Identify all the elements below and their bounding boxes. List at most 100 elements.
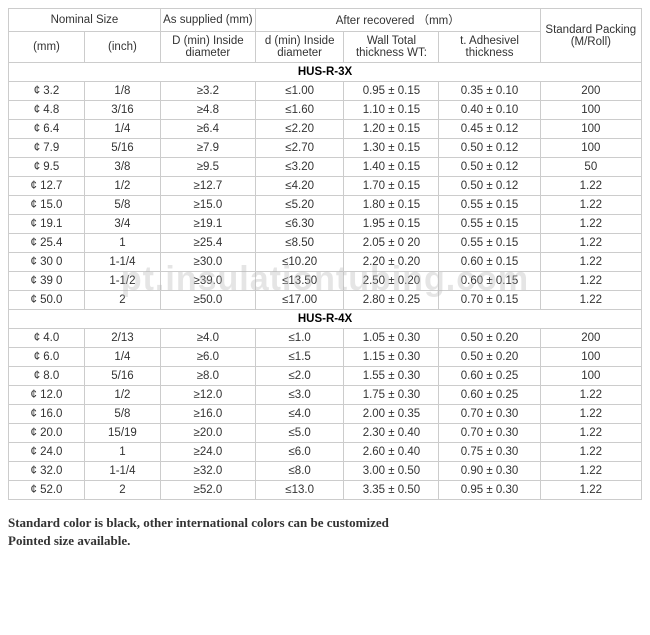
- cell-WT: 1.70 ± 0.15: [344, 177, 439, 196]
- cell-WT: 2.05 ± 0 20: [344, 234, 439, 253]
- cell-inch: 2/13: [84, 329, 160, 348]
- cell-tA: 0.60 ± 0.25: [439, 367, 540, 386]
- cell-d: ≤2.20: [255, 120, 344, 139]
- cell-mm: ¢ 39 0: [9, 272, 85, 291]
- cell-D: ≥12.0: [160, 386, 255, 405]
- cell-mm: ¢ 12.7: [9, 177, 85, 196]
- cell-WT: 3.35 ± 0.50: [344, 481, 439, 500]
- cell-P: 200: [540, 82, 641, 101]
- h-supplied: As supplied (mm): [160, 9, 255, 32]
- cell-tA: 0.70 ± 0.30: [439, 424, 540, 443]
- cell-WT: 1.75 ± 0.30: [344, 386, 439, 405]
- cell-tA: 0.40 ± 0.10: [439, 101, 540, 120]
- cell-D: ≥8.0: [160, 367, 255, 386]
- cell-tA: 0.75 ± 0.30: [439, 443, 540, 462]
- cell-tA: 0.55 ± 0.15: [439, 196, 540, 215]
- cell-inch: 5/8: [84, 405, 160, 424]
- cell-d: ≤8.0: [255, 462, 344, 481]
- cell-P: 100: [540, 139, 641, 158]
- cell-d: ≤8.50: [255, 234, 344, 253]
- table-row: ¢ 4.02/13≥4.0≤1.01.05 ± 0.300.50 ± 0.202…: [9, 329, 642, 348]
- cell-tA: 0.60 ± 0.15: [439, 253, 540, 272]
- cell-P: 50: [540, 158, 641, 177]
- cell-WT: 1.10 ± 0.15: [344, 101, 439, 120]
- cell-D: ≥52.0: [160, 481, 255, 500]
- cell-d: ≤5.20: [255, 196, 344, 215]
- cell-mm: ¢ 12.0: [9, 386, 85, 405]
- cell-WT: 2.20 ± 0.20: [344, 253, 439, 272]
- cell-P: 100: [540, 120, 641, 139]
- cell-WT: 1.15 ± 0.30: [344, 348, 439, 367]
- cell-d: ≤13.50: [255, 272, 344, 291]
- table-row: ¢ 32.01-1/4≥32.0≤8.03.00 ± 0.500.90 ± 0.…: [9, 462, 642, 481]
- cell-P: 1.22: [540, 177, 641, 196]
- cell-P: 200: [540, 329, 641, 348]
- cell-d: ≤1.5: [255, 348, 344, 367]
- h-packing: Standard Packing (M/Roll): [540, 9, 641, 63]
- table-row: ¢ 52.02≥52.0≤13.03.35 ± 0.500.95 ± 0.301…: [9, 481, 642, 500]
- table-row: ¢ 19.13/4≥19.1≤6.301.95 ± 0.150.55 ± 0.1…: [9, 215, 642, 234]
- cell-WT: 1.40 ± 0.15: [344, 158, 439, 177]
- cell-D: ≥7.9: [160, 139, 255, 158]
- cell-mm: ¢ 6.4: [9, 120, 85, 139]
- table-row: ¢ 7.95/16≥7.9≤2.701.30 ± 0.150.50 ± 0.12…: [9, 139, 642, 158]
- cell-tA: 0.55 ± 0.15: [439, 234, 540, 253]
- cell-mm: ¢ 30 0: [9, 253, 85, 272]
- cell-WT: 2.30 ± 0.40: [344, 424, 439, 443]
- table-row: ¢ 9.53/8≥9.5≤3.201.40 ± 0.150.50 ± 0.125…: [9, 158, 642, 177]
- cell-tA: 0.50 ± 0.12: [439, 177, 540, 196]
- cell-tA: 0.60 ± 0.15: [439, 272, 540, 291]
- cell-tA: 0.55 ± 0.15: [439, 215, 540, 234]
- table-row: ¢ 6.01/4≥6.0≤1.51.15 ± 0.300.50 ± 0.2010…: [9, 348, 642, 367]
- cell-inch: 5/16: [84, 367, 160, 386]
- cell-mm: ¢ 52.0: [9, 481, 85, 500]
- cell-d: ≤1.60: [255, 101, 344, 120]
- cell-D: ≥16.0: [160, 405, 255, 424]
- section-title: HUS-R-3X: [9, 63, 642, 82]
- table-row: ¢ 4.83/16≥4.8≤1.601.10 ± 0.150.40 ± 0.10…: [9, 101, 642, 120]
- h-nominal: Nominal Size: [9, 9, 161, 32]
- table-row: ¢ 16.05/8≥16.0≤4.02.00 ± 0.350.70 ± 0.30…: [9, 405, 642, 424]
- cell-D: ≥15.0: [160, 196, 255, 215]
- cell-d: ≤17.00: [255, 291, 344, 310]
- cell-WT: 2.80 ± 0.25: [344, 291, 439, 310]
- cell-D: ≥3.2: [160, 82, 255, 101]
- cell-tA: 0.50 ± 0.20: [439, 329, 540, 348]
- cell-inch: 2: [84, 481, 160, 500]
- cell-WT: 1.55 ± 0.30: [344, 367, 439, 386]
- cell-P: 1.22: [540, 443, 641, 462]
- cell-mm: ¢ 8.0: [9, 367, 85, 386]
- cell-WT: 1.80 ± 0.15: [344, 196, 439, 215]
- cell-d: ≤1.0: [255, 329, 344, 348]
- cell-P: 1.22: [540, 272, 641, 291]
- cell-P: 1.22: [540, 386, 641, 405]
- cell-WT: 3.00 ± 0.50: [344, 462, 439, 481]
- cell-inch: 1-1/4: [84, 462, 160, 481]
- table-row: ¢ 20.015/19≥20.0≤5.02.30 ± 0.400.70 ± 0.…: [9, 424, 642, 443]
- table-row: ¢ 3.21/8≥3.2≤1.000.95 ± 0.150.35 ± 0.102…: [9, 82, 642, 101]
- cell-P: 1.22: [540, 424, 641, 443]
- cell-mm: ¢ 19.1: [9, 215, 85, 234]
- footer-line2: Pointed size available.: [8, 532, 642, 550]
- cell-inch: 1-1/4: [84, 253, 160, 272]
- table-row: ¢ 12.71/2≥12.7≤4.201.70 ± 0.150.50 ± 0.1…: [9, 177, 642, 196]
- cell-WT: 1.95 ± 0.15: [344, 215, 439, 234]
- h-d: d (min) Inside diameter: [255, 32, 344, 63]
- cell-tA: 0.50 ± 0.12: [439, 139, 540, 158]
- cell-D: ≥24.0: [160, 443, 255, 462]
- cell-tA: 0.35 ± 0.10: [439, 82, 540, 101]
- cell-d: ≤1.00: [255, 82, 344, 101]
- h-D: D (min) Inside diameter: [160, 32, 255, 63]
- cell-mm: ¢ 4.8: [9, 101, 85, 120]
- cell-mm: ¢ 50.0: [9, 291, 85, 310]
- footer-line1: Standard color is black, other internati…: [8, 514, 642, 532]
- table-row: ¢ 30 01-1/4≥30.0≤10.202.20 ± 0.200.60 ± …: [9, 253, 642, 272]
- cell-inch: 1/4: [84, 348, 160, 367]
- cell-inch: 3/16: [84, 101, 160, 120]
- cell-d: ≤3.0: [255, 386, 344, 405]
- cell-mm: ¢ 24.0: [9, 443, 85, 462]
- cell-P: 100: [540, 101, 641, 120]
- cell-P: 1.22: [540, 234, 641, 253]
- spec-table: Nominal Size As supplied (mm) After reco…: [8, 8, 642, 500]
- cell-tA: 0.60 ± 0.25: [439, 386, 540, 405]
